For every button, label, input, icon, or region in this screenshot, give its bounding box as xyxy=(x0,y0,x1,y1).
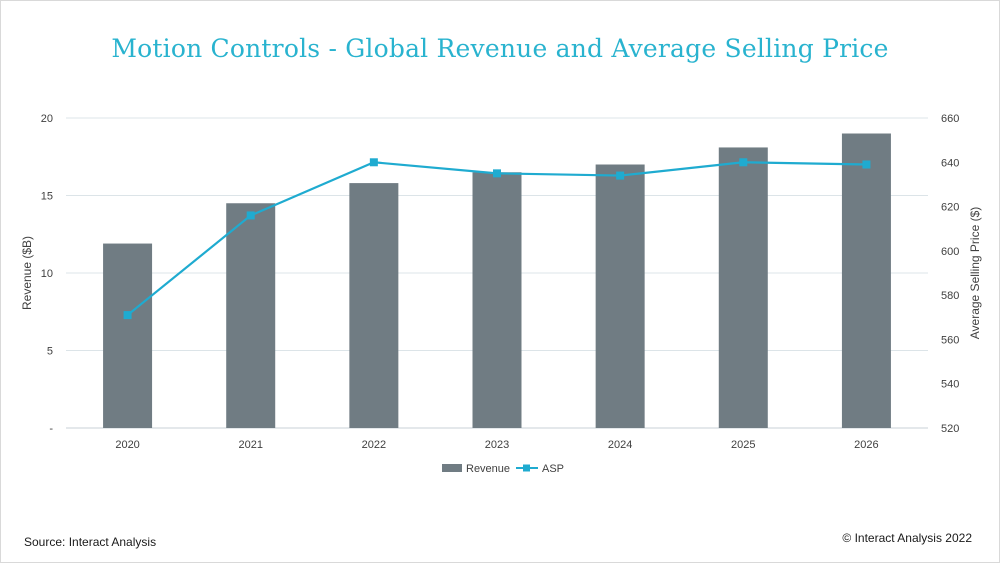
legend-revenue-swatch xyxy=(442,464,462,472)
y-left-tick-label: 15 xyxy=(41,191,53,203)
asp-marker xyxy=(616,171,625,180)
y-right-tick-label: 640 xyxy=(941,157,959,169)
y-right-tick-label: 600 xyxy=(941,246,959,258)
source-note: Source: Interact Analysis xyxy=(24,535,157,549)
y-right-tick-label: 580 xyxy=(941,290,959,302)
legend-asp-label: ASP xyxy=(542,463,564,475)
y-axis-left-title: Revenue ($B) xyxy=(20,236,34,310)
revenue-bar xyxy=(718,147,768,428)
asp-marker xyxy=(862,160,871,169)
y-right-tick-label: 660 xyxy=(941,113,959,125)
asp-marker xyxy=(493,169,501,178)
revenue-bar xyxy=(472,172,522,428)
x-tick-label: 2020 xyxy=(115,439,139,451)
x-tick-label: 2025 xyxy=(731,439,755,451)
x-tick-label: 2021 xyxy=(238,439,262,451)
x-tick-label: 2024 xyxy=(608,439,632,451)
legend-asp-marker xyxy=(523,464,530,472)
y-left-tick-label: 5 xyxy=(47,346,53,358)
y-left-tick-label: 10 xyxy=(41,268,53,280)
legend: Revenue ASP xyxy=(442,463,564,475)
asp-marker xyxy=(369,158,378,167)
asp-marker xyxy=(739,158,748,167)
revenue-bar xyxy=(595,164,645,428)
y-right-tick-label: 620 xyxy=(941,202,959,214)
x-tick-label: 2026 xyxy=(854,439,878,451)
legend-revenue-label: Revenue xyxy=(466,463,510,475)
x-tick-label: 2022 xyxy=(362,439,386,451)
y-axis-right-title: Average Selling Price ($) xyxy=(968,207,982,340)
revenue-bar xyxy=(841,133,891,428)
y-left-tick-label: - xyxy=(49,423,53,435)
y-right-tick-label: 540 xyxy=(941,379,959,391)
revenue-bar xyxy=(103,243,153,428)
x-tick-label: 2023 xyxy=(485,439,509,451)
y-left-tick-label: 20 xyxy=(41,113,53,125)
asp-marker xyxy=(123,311,132,320)
asp-marker xyxy=(246,211,255,220)
revenue-bar xyxy=(349,183,399,428)
y-right-tick-label: 560 xyxy=(941,334,959,346)
copyright-note: © Interact Analysis 2022 xyxy=(842,531,972,545)
chart-title: Motion Controls - Global Revenue and Ave… xyxy=(111,34,889,63)
revenue-bar xyxy=(226,203,276,428)
y-right-tick-label: 520 xyxy=(941,423,959,435)
